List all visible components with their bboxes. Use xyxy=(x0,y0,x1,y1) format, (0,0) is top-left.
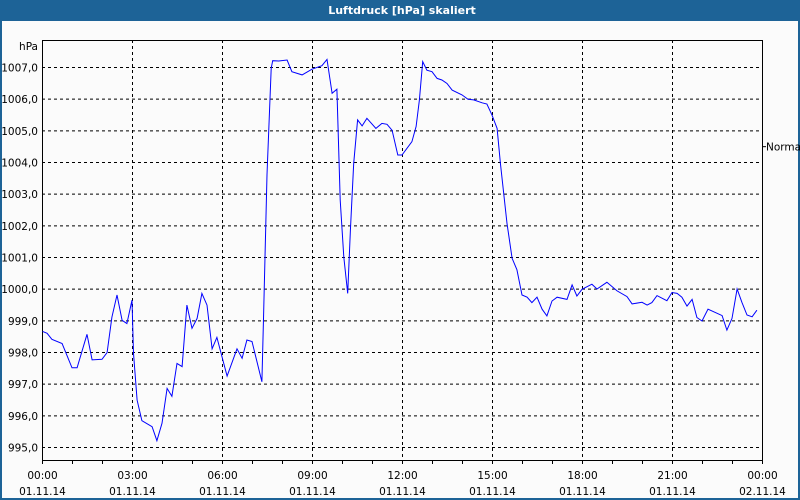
y-tick-label: 1007,0 xyxy=(2,63,38,75)
y-tick-label: 997,0 xyxy=(8,379,38,391)
x-tick-time: 15:00 xyxy=(477,470,507,482)
x-tick-time: 09:00 xyxy=(297,470,327,482)
x-tick-date: 01.11.14 xyxy=(379,486,426,498)
reference-label: Normal xyxy=(766,142,800,154)
plot-frame xyxy=(42,40,763,461)
x-tick-date: 01.11.14 xyxy=(19,486,66,498)
x-tick-time: 18:00 xyxy=(567,470,597,482)
x-tick-date: 01.11.14 xyxy=(109,486,156,498)
grid xyxy=(42,40,762,460)
x-tick-labels: 00:00 01.11.14 03:00 01.11.14 06:00 01.11.14 0… xyxy=(19,470,786,498)
y-tick-label: 996,0 xyxy=(8,411,38,423)
y-tick-label: 995,0 xyxy=(8,443,38,455)
y-tick-label: 1001,0 xyxy=(2,253,38,265)
y-axis-label: hPa xyxy=(19,41,38,53)
y-tick-label: 1002,0 xyxy=(2,221,38,233)
x-tick-time: 03:00 xyxy=(117,470,147,482)
y-tick-label: 998,0 xyxy=(8,348,38,360)
axes xyxy=(42,40,763,464)
y-tick-labels: 995,0 996,0 997,0 998,0 999,0 1000,0 1001,0 100… xyxy=(2,63,38,455)
x-tick-date: 02.11.14 xyxy=(739,486,786,498)
x-tick-date: 01.11.14 xyxy=(199,486,246,498)
x-tick-date: 01.11.14 xyxy=(289,486,336,498)
x-tick-date: 01.11.14 xyxy=(649,486,696,498)
y-tick-label: 1003,0 xyxy=(2,189,38,201)
x-tick-time: 12:00 xyxy=(387,470,417,482)
y-tick-label: 1004,0 xyxy=(2,158,38,170)
reference-marker: Normal xyxy=(762,142,800,154)
x-tick-time: 00:00 xyxy=(747,470,777,482)
x-tick-date: 01.11.14 xyxy=(559,486,606,498)
x-tick-time: 06:00 xyxy=(207,470,237,482)
x-tick-date: 01.11.14 xyxy=(469,486,516,498)
x-tick-time: 00:00 xyxy=(27,470,57,482)
window-title: Luftdruck [hPa] skaliert xyxy=(2,0,800,21)
plot-series xyxy=(42,58,758,443)
pressure-line xyxy=(42,58,758,443)
y-tick-label: 1006,0 xyxy=(2,94,38,106)
x-tick-time: 21:00 xyxy=(657,470,687,482)
y-tick-label: 1000,0 xyxy=(2,284,38,296)
y-tick-label: 999,0 xyxy=(8,316,38,328)
y-tick-label: 1005,0 xyxy=(2,126,38,138)
